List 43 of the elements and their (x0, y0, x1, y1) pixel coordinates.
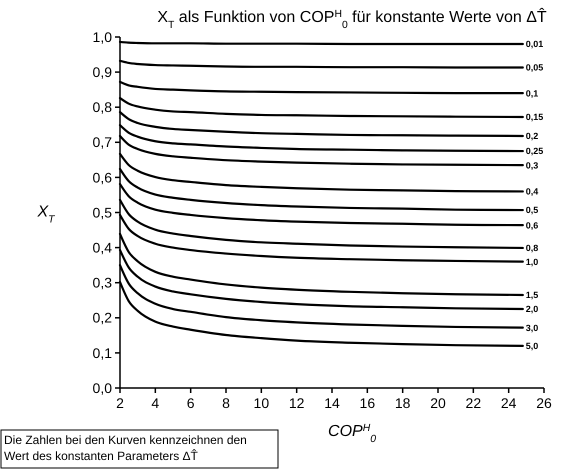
series-label: 0,25 (526, 146, 544, 156)
y-tick-label: 0,8 (92, 99, 112, 116)
x-tick-label: 14 (324, 395, 340, 411)
y-axis-title: X$_{T}$ (36, 204, 56, 225)
x-tick-label: 12 (288, 395, 305, 411)
series-label: 1,5 (526, 290, 538, 300)
x-tick-label: 16 (360, 395, 376, 411)
text: Die Zahlen bei den Kurven kennzeichnen den Wert des konstanten Parameters ΔT̂ (4, 433, 247, 463)
series-label: 0,01 (526, 39, 544, 50)
series-label: 0,4 (526, 186, 538, 197)
x-tick-label: 6 (186, 395, 195, 411)
series-label: 0,2 (526, 131, 538, 142)
y-tick-label: 1,0 (92, 28, 112, 45)
x-tick-label: 10 (254, 395, 270, 411)
series-label: 0,05 (526, 62, 544, 73)
series-label: 2,0 (526, 304, 538, 314)
series-label: 5,0 (526, 341, 538, 352)
y-tick-label: 0,5 (92, 204, 112, 220)
x-tick-label: 26 (536, 395, 552, 411)
series-label: 0,5 (526, 205, 538, 216)
y-tick-label: 0,9 (92, 64, 112, 80)
x-tick-label: 18 (394, 395, 411, 411)
x-tick-label: 24 (500, 395, 517, 411)
series-label: 0,8 (526, 243, 538, 254)
chart-title: X$_{T}$ als Funktion von COP$^{H}$$_{0}$ für konstante Werte von ΔT̂ (157, 7, 547, 30)
y-tick-label: 0,4 (92, 240, 112, 256)
series-label: 0,15 (526, 112, 544, 122)
y-tick-label: 0,6 (92, 169, 112, 186)
x-tick-label: 22 (466, 395, 482, 411)
y-tick-label: 0,3 (92, 274, 112, 291)
x-tick-label: 2 (116, 395, 124, 411)
series-label: 1,0 (526, 256, 538, 267)
y-tick-label: 0,1 (92, 344, 112, 361)
x-tick-label: 20 (430, 395, 446, 411)
x-tick-label: 4 (151, 395, 160, 411)
series-label: 3,0 (526, 322, 538, 333)
y-tick-label: 0,7 (92, 134, 112, 150)
y-tick-label: 0,0 (92, 380, 112, 396)
x-tick-label: 8 (222, 395, 230, 411)
y-tick-label: 0,2 (92, 310, 112, 326)
series-label: 0,1 (526, 88, 538, 98)
series-label: 0,6 (526, 220, 538, 230)
series-label: 0,3 (526, 160, 538, 170)
